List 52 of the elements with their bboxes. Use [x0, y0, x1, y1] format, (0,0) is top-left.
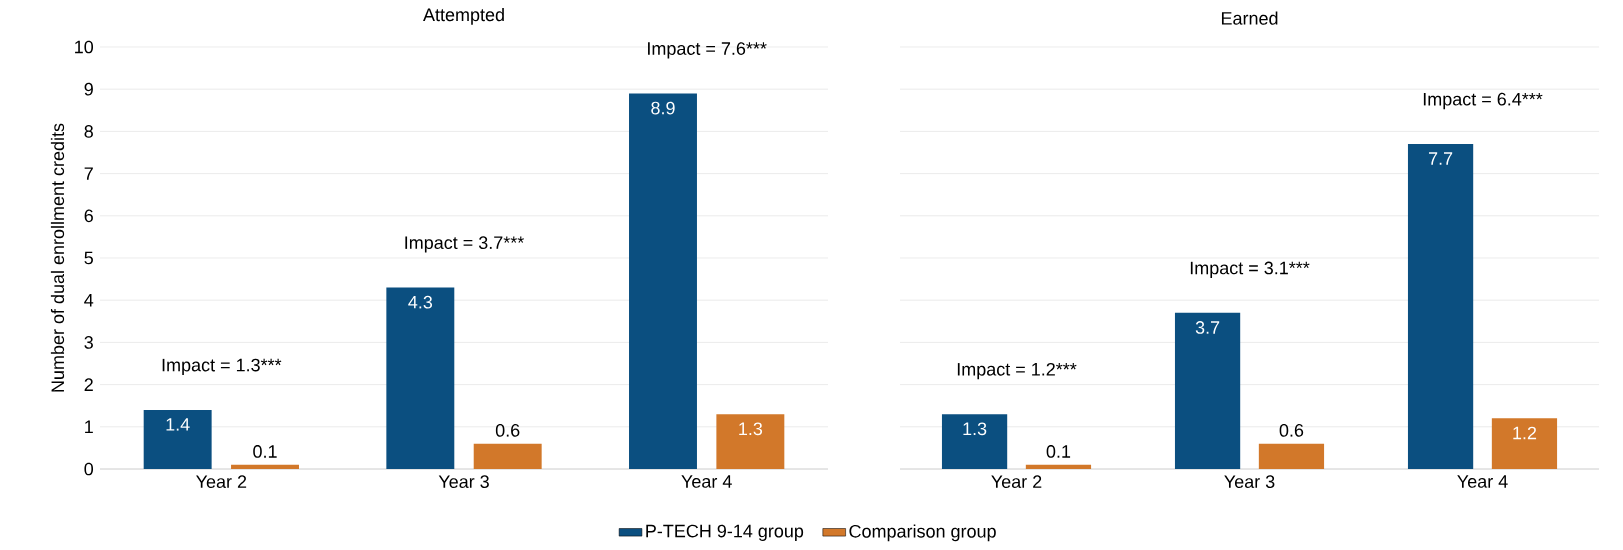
- data-label: 4.3: [408, 295, 433, 309]
- data-label: 0.6: [495, 424, 520, 437]
- data-label: 0.1: [1046, 445, 1071, 458]
- chart-title: Attempted: [423, 7, 504, 25]
- annotation: Impact = 1.2***: [957, 362, 1077, 380]
- data-label: 1.4: [166, 418, 190, 431]
- bar: [629, 93, 697, 469]
- bar: [716, 414, 785, 469]
- y-tick-label: 1: [85, 420, 93, 433]
- x-tick-label: Year 4: [1457, 475, 1508, 488]
- y-tick-label: 5: [84, 251, 93, 265]
- annotation: Impact = 7.6***: [648, 42, 767, 59]
- bar: [231, 464, 299, 469]
- y-tick-label: 7: [84, 167, 93, 180]
- bar: [143, 409, 212, 469]
- bar: [473, 443, 542, 469]
- data-label: 1.3: [739, 422, 763, 436]
- bar: [1491, 418, 1558, 469]
- y-tick-label: 2: [84, 378, 93, 391]
- y-tick-label: 4: [84, 294, 94, 307]
- y-tick-label: 3: [84, 336, 93, 349]
- annotation: Impact = 3.1***: [1190, 261, 1310, 278]
- x-tick-label: Year 2: [196, 475, 247, 488]
- annotation: Impact = 1.3***: [162, 358, 282, 375]
- annotation: Impact = 6.4***: [1423, 92, 1543, 110]
- legend-label: P-TECH 9-14 group: [646, 524, 804, 541]
- y-tick-label: 9: [84, 82, 93, 96]
- bar: [386, 287, 455, 469]
- y-tick-label: 10: [75, 40, 94, 54]
- bar: [1258, 443, 1325, 469]
- data-label: 8.9: [651, 101, 675, 115]
- x-tick-label: Year 3: [438, 475, 489, 488]
- x-tick-label: Year 2: [991, 475, 1042, 488]
- bar: [941, 414, 1008, 469]
- data-label: 1.3: [963, 422, 987, 436]
- y-tick-label: 6: [84, 209, 93, 223]
- y-tick-label: 8: [84, 125, 93, 138]
- y-tick-label: 0: [84, 462, 94, 476]
- legend-label: Comparison group: [849, 524, 996, 542]
- y-axis-title: Number of dual enrollment credits: [50, 123, 65, 392]
- data-label: 7.7: [1428, 152, 1453, 165]
- bar: [1025, 464, 1092, 469]
- x-tick-label: Year 3: [1224, 475, 1275, 488]
- data-label: 0.1: [253, 445, 277, 458]
- data-label: 1.2: [1513, 426, 1537, 440]
- annotation: Impact = 3.7***: [405, 236, 524, 253]
- bar: [1407, 144, 1474, 469]
- data-label: 0.6: [1279, 424, 1304, 437]
- bar: [1174, 312, 1241, 469]
- chart-title: Earned: [1221, 11, 1278, 25]
- x-tick-label: Year 4: [681, 475, 732, 488]
- data-label: 3.7: [1195, 321, 1220, 334]
